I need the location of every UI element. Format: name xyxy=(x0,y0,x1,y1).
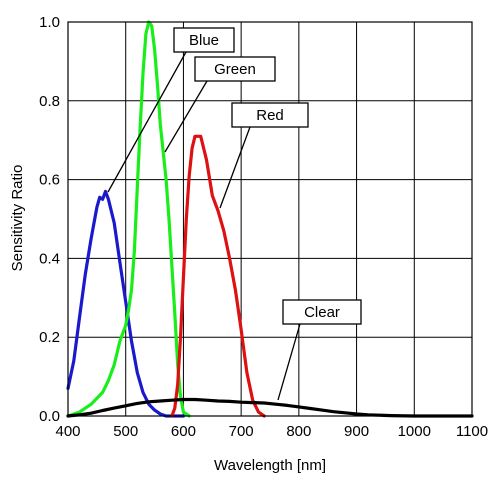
plot-frame xyxy=(67,21,473,417)
callout-box xyxy=(231,102,309,128)
tick-labels: 400 500 600 700 800 900 1000 1100 0.0 0.2 0.4 0.6 0.… xyxy=(39,14,488,440)
grid xyxy=(68,22,472,416)
callout-leader-line xyxy=(219,126,251,209)
callouts: Blue Green Red Clear xyxy=(107,27,362,401)
y-tick-label: 0.6 xyxy=(39,172,60,189)
callout-label: Clear xyxy=(304,304,340,321)
callout-red: Red xyxy=(219,102,309,209)
y-tick-label: 0.4 xyxy=(39,250,60,267)
callout-blue: Blue xyxy=(107,27,235,193)
y-tick-label: 0.0 xyxy=(39,408,60,425)
y-tick-label: 1.0 xyxy=(39,14,60,31)
x-tick-label: 900 xyxy=(344,423,369,440)
series-line-green xyxy=(66,20,191,418)
series-line-red xyxy=(170,134,266,418)
x-axis-label: Wavelength [nm] xyxy=(214,457,326,474)
callout-clear: Clear xyxy=(277,299,362,401)
y-tick-label: 0.2 xyxy=(39,329,60,346)
callout-box xyxy=(282,299,362,325)
callout-leader-line xyxy=(164,80,208,153)
y-axis-label: Sensitivity Ratio xyxy=(9,165,26,272)
x-tick-label: 400 xyxy=(55,423,80,440)
x-tick-label: 500 xyxy=(113,423,138,440)
x-tick-label: 1100 xyxy=(456,423,488,440)
callout-box xyxy=(194,56,276,82)
callout-green: Green xyxy=(164,56,276,153)
series-line-clear xyxy=(66,397,474,418)
callout-box xyxy=(173,27,235,53)
x-tick-label: 1000 xyxy=(398,423,431,440)
y-tick-label: 0.8 xyxy=(39,93,60,110)
x-tick-label: 800 xyxy=(286,423,311,440)
callout-leader-line xyxy=(107,51,187,193)
x-tick-label: 600 xyxy=(171,423,196,440)
callout-leader-line xyxy=(277,323,301,401)
callout-label: Green xyxy=(214,61,256,78)
callout-label: Blue xyxy=(189,32,219,49)
series-lines xyxy=(66,20,474,418)
series-line-blue xyxy=(66,189,185,418)
callout-label: Red xyxy=(256,107,284,124)
x-tick-label: 700 xyxy=(229,423,254,440)
